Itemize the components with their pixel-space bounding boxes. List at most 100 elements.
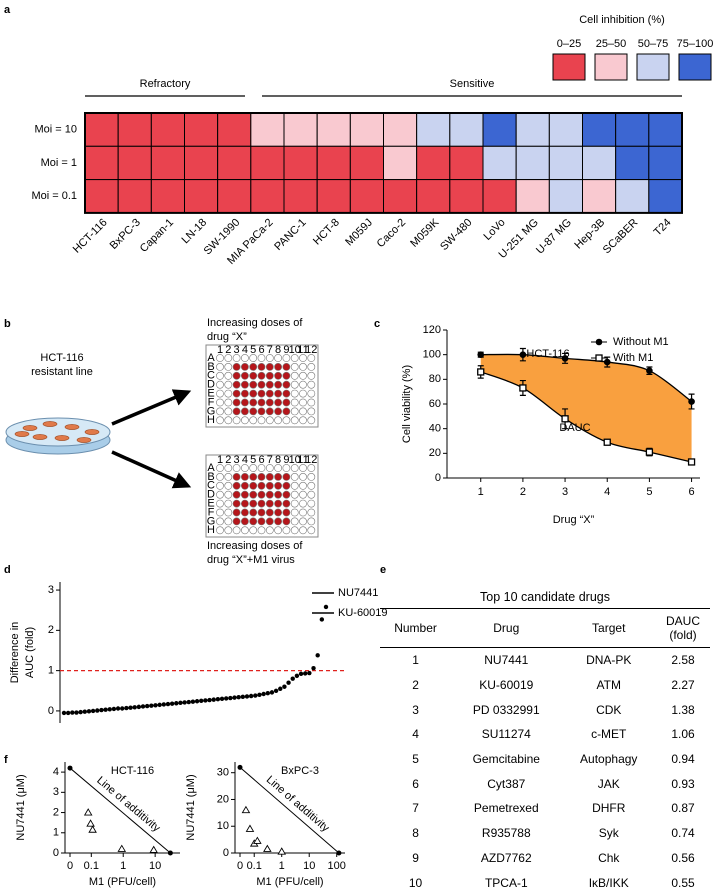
heatmap-cell xyxy=(648,179,683,214)
point xyxy=(241,805,251,814)
plate-col-label: 3 xyxy=(234,454,240,466)
y-tick-label: 80 xyxy=(429,373,441,385)
well xyxy=(299,389,307,398)
well xyxy=(232,354,241,362)
well xyxy=(249,490,258,499)
well xyxy=(240,481,249,490)
table-cell: 4 xyxy=(412,727,419,742)
well xyxy=(274,354,282,362)
well xyxy=(307,398,316,407)
heatmap-cell xyxy=(515,179,550,214)
panel-letter: c xyxy=(374,318,380,330)
point xyxy=(236,695,241,700)
well xyxy=(240,354,249,362)
well xyxy=(240,407,249,416)
well xyxy=(282,526,291,535)
well xyxy=(290,508,299,517)
y-tick-label: 10 xyxy=(217,820,229,832)
y-tick-label: 60 xyxy=(429,398,441,410)
point xyxy=(115,706,121,711)
point xyxy=(269,690,275,695)
point xyxy=(244,694,250,699)
heatmap-cell xyxy=(582,112,617,147)
well xyxy=(307,354,316,362)
plate-row-label: B xyxy=(207,361,214,373)
point xyxy=(477,351,485,358)
heatmap-cell xyxy=(416,145,451,181)
heatmap-border xyxy=(84,112,683,214)
legend-label: With M1 xyxy=(613,352,653,364)
table-cell: 6 xyxy=(412,776,419,791)
well xyxy=(274,380,282,389)
plate-row-label: C xyxy=(207,370,215,382)
well xyxy=(240,416,249,425)
well xyxy=(307,517,316,526)
panel-letter: e xyxy=(380,564,386,576)
additivity-point xyxy=(67,765,73,771)
cell xyxy=(32,434,48,440)
plate-col-label: 9 xyxy=(283,454,289,466)
well xyxy=(274,416,282,425)
table-row: 9 AZD7762 Chk 0.56 xyxy=(380,846,710,871)
well xyxy=(232,380,241,389)
table-cell: 0.93 xyxy=(671,776,695,791)
table-row: 6 Cyt387 JAK 0.93 xyxy=(380,771,710,796)
well xyxy=(216,508,224,517)
well xyxy=(265,508,274,517)
well xyxy=(249,407,258,416)
plate-col-label: 4 xyxy=(242,344,248,356)
point xyxy=(323,604,329,610)
well xyxy=(265,416,274,425)
point xyxy=(88,825,97,833)
drug-table: Top 10 candidate drugs Number Drug Target DA… xyxy=(380,586,710,893)
x-axis-label: M1 (PFU/cell) xyxy=(256,876,323,888)
heatmap-cell xyxy=(349,179,385,214)
table-cell: 9 xyxy=(412,850,419,865)
heatmap-cell xyxy=(184,179,219,214)
legend-swatch xyxy=(636,53,670,81)
well xyxy=(257,499,266,508)
legend-marker xyxy=(595,354,603,362)
table-cell: AZD7762 xyxy=(480,850,532,865)
plate-row-label: C xyxy=(207,480,215,492)
well xyxy=(299,472,307,481)
well xyxy=(307,389,316,398)
well xyxy=(265,362,274,371)
point xyxy=(70,710,75,715)
well xyxy=(224,490,233,499)
plate-row-label: F xyxy=(208,396,215,408)
well xyxy=(224,371,233,380)
well xyxy=(224,380,233,389)
well xyxy=(307,464,316,472)
well xyxy=(232,481,241,490)
point xyxy=(253,693,258,698)
point xyxy=(290,676,295,681)
well xyxy=(265,371,274,380)
heatmap-cell xyxy=(548,179,583,214)
cell xyxy=(14,431,30,437)
point xyxy=(86,709,92,714)
y-tick-label: 2 xyxy=(48,624,54,636)
plate-col-label: 7 xyxy=(267,344,273,356)
point xyxy=(78,709,83,715)
point xyxy=(215,697,221,702)
y-axis-label: NU7441 (μM) xyxy=(185,774,197,840)
well xyxy=(249,371,258,380)
well xyxy=(307,362,316,371)
well xyxy=(282,371,291,380)
well xyxy=(307,490,316,499)
row-label: Moi = 10 xyxy=(35,124,78,136)
plate-col-label: 11 xyxy=(297,454,308,466)
heatmap-cell xyxy=(184,112,219,147)
well xyxy=(240,526,249,535)
legend-swatch xyxy=(678,53,712,81)
point xyxy=(61,710,67,716)
well xyxy=(216,362,224,371)
well xyxy=(290,371,299,380)
well xyxy=(290,380,299,389)
well xyxy=(307,380,316,389)
point xyxy=(83,808,93,816)
table: Number Drug Target DAUC (fold) 1 NU7441 DNA-PK… xyxy=(380,608,710,893)
well xyxy=(257,407,266,416)
well xyxy=(307,371,316,380)
